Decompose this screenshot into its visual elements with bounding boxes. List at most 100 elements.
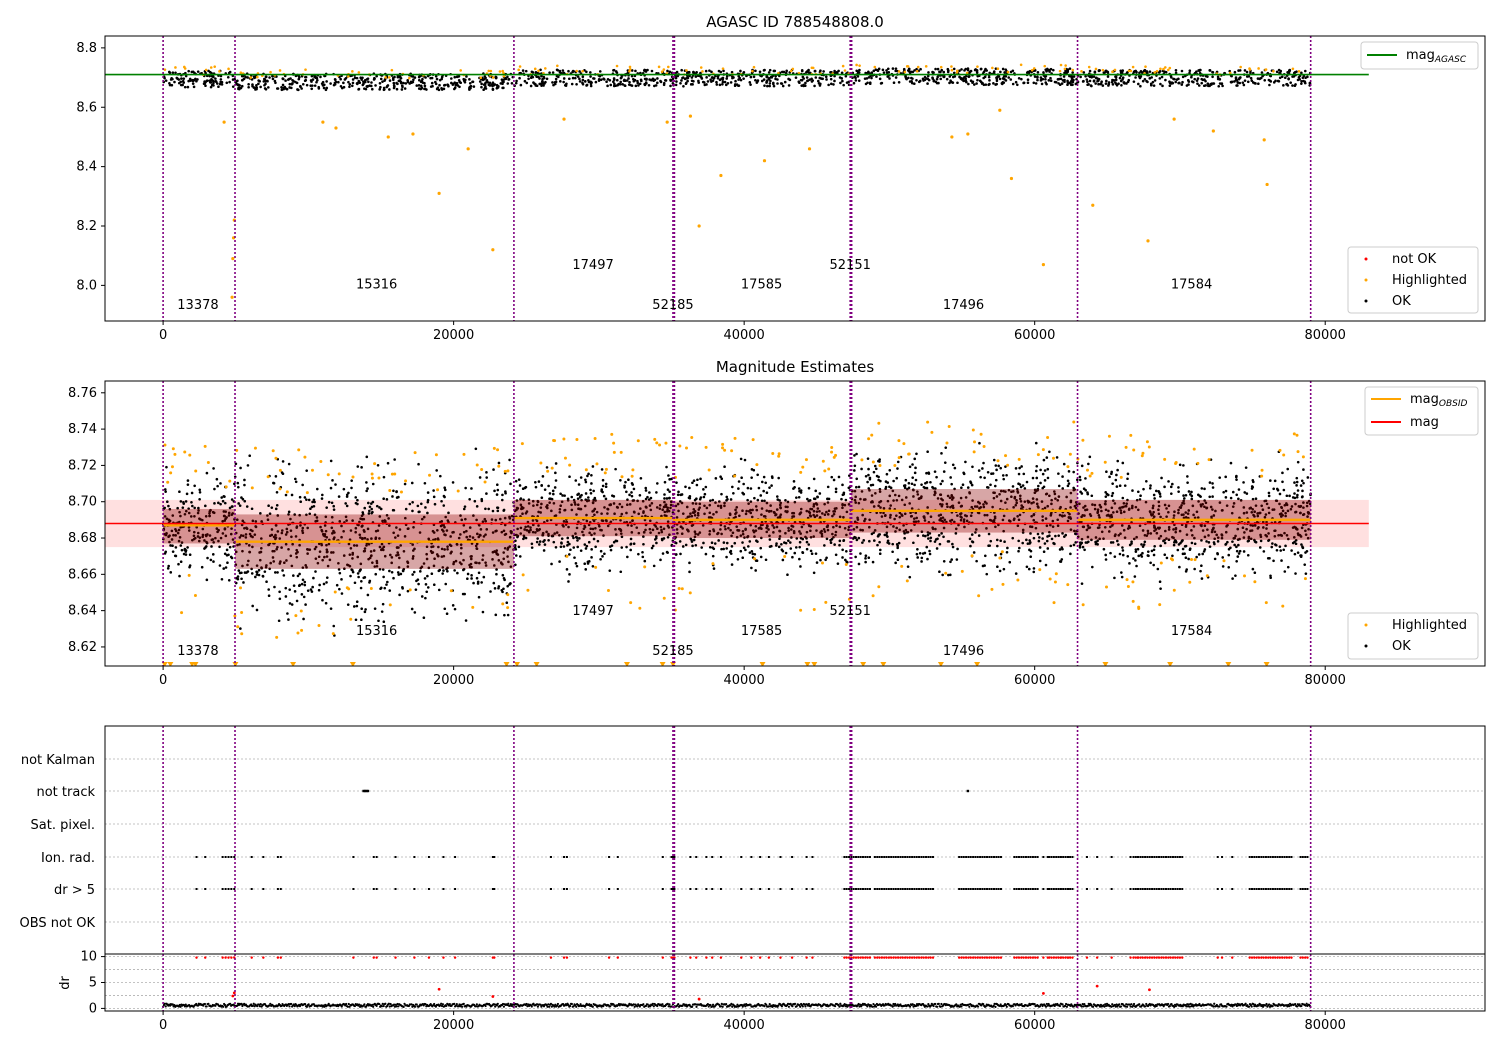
ok-point bbox=[480, 499, 484, 503]
ok-point bbox=[494, 613, 498, 617]
ok-point bbox=[265, 580, 268, 583]
ok-point bbox=[815, 503, 819, 506]
ok-point bbox=[537, 510, 540, 514]
ok-point bbox=[184, 549, 188, 552]
ok-point bbox=[358, 569, 361, 573]
ok-point bbox=[854, 495, 857, 499]
ok-point bbox=[904, 528, 908, 532]
ok-point bbox=[1148, 70, 1152, 73]
ok-point bbox=[351, 84, 354, 88]
ok-point bbox=[923, 75, 927, 79]
ok-point bbox=[1018, 466, 1021, 470]
ok-point bbox=[776, 498, 780, 501]
highlighted-point bbox=[204, 68, 208, 72]
ok-point bbox=[451, 82, 455, 86]
ok-point bbox=[1220, 82, 1224, 85]
ok-point bbox=[992, 496, 996, 500]
ok-point bbox=[763, 499, 766, 503]
highlighted-point bbox=[777, 454, 781, 458]
ok-point bbox=[558, 70, 562, 74]
ok-point bbox=[826, 513, 830, 516]
ok-point bbox=[706, 80, 710, 83]
ok-point bbox=[1066, 479, 1070, 483]
highlighted-point bbox=[916, 65, 920, 69]
highlighted-point bbox=[820, 561, 824, 565]
ok-point bbox=[896, 558, 900, 562]
highlighted-point bbox=[408, 588, 412, 592]
ok-point bbox=[812, 477, 816, 481]
ok-point bbox=[911, 476, 915, 479]
ok-point bbox=[1217, 84, 1221, 88]
ok-point bbox=[906, 565, 910, 568]
ok-point bbox=[889, 513, 892, 517]
ok-point bbox=[567, 69, 570, 73]
ok-point bbox=[953, 487, 956, 491]
ok-point bbox=[808, 524, 811, 528]
ok-point bbox=[1159, 82, 1162, 86]
highlighted-point bbox=[193, 594, 197, 598]
ok-point bbox=[587, 496, 590, 499]
ok-point bbox=[345, 504, 349, 508]
ok-point bbox=[669, 506, 672, 510]
ok-point bbox=[967, 82, 970, 86]
ok-point bbox=[301, 526, 305, 530]
ok-point bbox=[859, 552, 862, 555]
ok-point bbox=[531, 499, 535, 503]
ok-point bbox=[585, 544, 589, 548]
ok-point bbox=[1114, 81, 1117, 84]
ok-point bbox=[951, 545, 955, 549]
ok-point bbox=[932, 71, 935, 74]
highlighted-point bbox=[163, 443, 167, 447]
ok-point bbox=[627, 478, 630, 482]
ok-point bbox=[729, 528, 732, 532]
ok-point bbox=[604, 497, 608, 501]
ok-point bbox=[658, 503, 662, 507]
ok-point bbox=[1187, 80, 1191, 83]
ok-point bbox=[251, 545, 254, 549]
ok-point bbox=[939, 482, 943, 486]
ok-point bbox=[895, 498, 899, 502]
ok-point bbox=[768, 486, 771, 489]
ok-point bbox=[1010, 495, 1013, 499]
ok-point bbox=[468, 81, 472, 85]
ok-point bbox=[735, 505, 739, 509]
ok-point bbox=[775, 495, 779, 498]
ok-point bbox=[581, 75, 585, 79]
ok-point bbox=[941, 498, 944, 502]
ok-point bbox=[517, 545, 521, 549]
ok-point bbox=[527, 529, 531, 533]
off-scale-marker bbox=[759, 662, 766, 666]
ok-point bbox=[193, 506, 196, 510]
ok-point bbox=[359, 517, 362, 520]
ok-point bbox=[494, 529, 497, 533]
ok-point bbox=[562, 520, 566, 523]
ok-point bbox=[762, 78, 766, 81]
ok-point bbox=[692, 511, 696, 514]
ok-point bbox=[494, 551, 498, 554]
ok-point bbox=[540, 84, 543, 87]
ok-point bbox=[881, 68, 885, 72]
ok-point bbox=[558, 510, 562, 514]
ok-point bbox=[1192, 80, 1195, 84]
ok-point bbox=[776, 82, 779, 85]
ok-point bbox=[878, 458, 881, 461]
off-scale-marker bbox=[514, 662, 521, 666]
ok-point bbox=[612, 69, 615, 72]
highlighted-outlier bbox=[1265, 182, 1269, 187]
ok-point bbox=[286, 78, 290, 81]
ok-point bbox=[178, 535, 182, 539]
ok-point bbox=[804, 535, 807, 539]
ok-point bbox=[1196, 77, 1200, 80]
ok-point bbox=[935, 77, 939, 81]
ok-point bbox=[578, 77, 581, 81]
ok-point bbox=[917, 497, 921, 501]
ok-point bbox=[1105, 79, 1108, 83]
ok-point bbox=[208, 70, 212, 74]
ok-point bbox=[914, 520, 918, 524]
ok-point bbox=[219, 80, 222, 84]
ok-point bbox=[846, 561, 849, 564]
ok-point bbox=[519, 526, 523, 530]
ok-point bbox=[1085, 78, 1089, 81]
ok-point bbox=[838, 543, 841, 547]
